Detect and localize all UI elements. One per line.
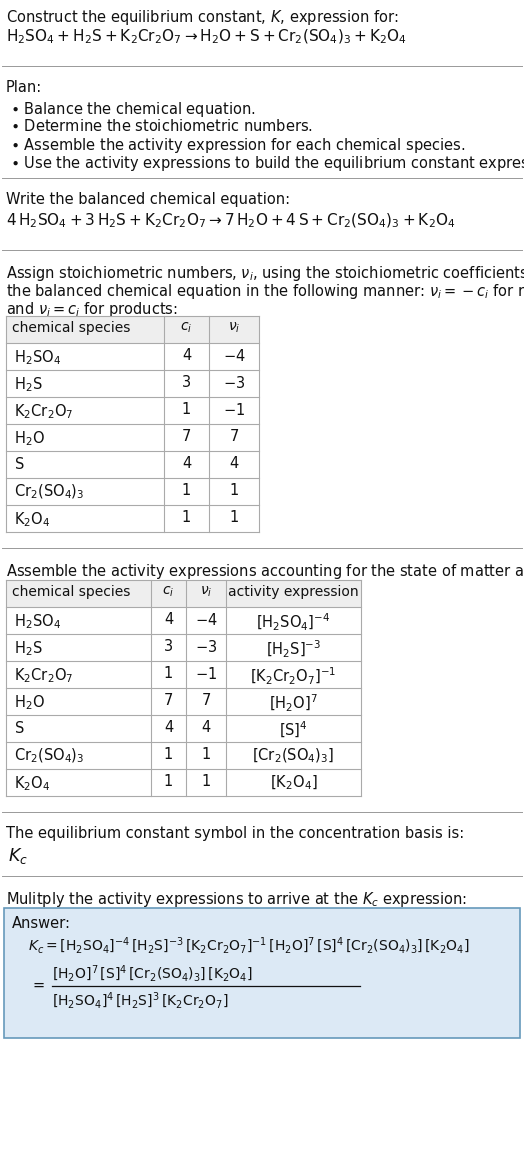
Text: 1: 1 <box>201 747 211 762</box>
Text: $[\mathrm{H_2SO_4}]^4\,[\mathrm{H_2S}]^3\,[\mathrm{K_2Cr_2O_7}]$: $[\mathrm{H_2SO_4}]^4\,[\mathrm{H_2S}]^3… <box>52 992 228 1011</box>
Text: 7: 7 <box>182 429 191 444</box>
Text: $[\mathrm{K_2O_4}]$: $[\mathrm{K_2O_4}]$ <box>270 774 318 793</box>
Text: 4: 4 <box>182 456 191 471</box>
Text: 1: 1 <box>230 510 238 525</box>
Bar <box>4 908 520 1038</box>
Text: $\mathrm{Cr_2(SO_4)_3}$: $\mathrm{Cr_2(SO_4)_3}$ <box>14 747 84 766</box>
Text: 3: 3 <box>164 639 173 654</box>
Text: $K_c = [\mathrm{H_2SO_4}]^{-4}\,[\mathrm{H_2S}]^{-3}\,[\mathrm{K_2Cr_2O_7}]^{-1}: $K_c = [\mathrm{H_2SO_4}]^{-4}\,[\mathrm… <box>28 936 470 957</box>
Text: 7: 7 <box>201 693 211 708</box>
Text: 4: 4 <box>201 720 211 735</box>
Text: $\nu_i$: $\nu_i$ <box>200 585 212 599</box>
Text: $-$4: $-$4 <box>223 348 245 364</box>
Text: 1: 1 <box>230 482 238 498</box>
Text: $\mathrm{K_2Cr_2O_7}$: $\mathrm{K_2Cr_2O_7}$ <box>14 401 73 421</box>
Text: $[\mathrm{H_2SO_4}]^{-4}$: $[\mathrm{H_2SO_4}]^{-4}$ <box>256 612 331 633</box>
Text: 4: 4 <box>164 720 173 735</box>
Text: $\bullet$ Assemble the activity expression for each chemical species.: $\bullet$ Assemble the activity expressi… <box>10 137 465 155</box>
Text: Write the balanced chemical equation:: Write the balanced chemical equation: <box>6 192 290 207</box>
Text: 7: 7 <box>230 429 239 444</box>
Text: 1: 1 <box>182 482 191 498</box>
Text: 1: 1 <box>201 774 211 789</box>
Text: $\mathrm{H_2SO_4}$: $\mathrm{H_2SO_4}$ <box>14 612 61 631</box>
Text: 4: 4 <box>230 456 238 471</box>
Text: 7: 7 <box>164 693 173 708</box>
Text: $-$1: $-$1 <box>223 401 245 418</box>
Text: $[\mathrm{Cr_2(SO_4)_3}]$: $[\mathrm{Cr_2(SO_4)_3}]$ <box>253 747 334 766</box>
Text: Construct the equilibrium constant, $K$, expression for:: Construct the equilibrium constant, $K$,… <box>6 8 399 27</box>
Text: $[\mathrm{H_2S}]^{-3}$: $[\mathrm{H_2S}]^{-3}$ <box>266 639 321 661</box>
Text: and $\nu_i = c_i$ for products:: and $\nu_i = c_i$ for products: <box>6 300 178 319</box>
Text: activity expression: activity expression <box>228 585 359 599</box>
Text: $\bullet$ Determine the stoichiometric numbers.: $\bullet$ Determine the stoichiometric n… <box>10 118 313 134</box>
Text: $\mathrm{H_2SO_4 + H_2S + K_2Cr_2O_7 \rightarrow H_2O + S + Cr_2(SO_4)_3 + K_2O_: $\mathrm{H_2SO_4 + H_2S + K_2Cr_2O_7 \ri… <box>6 28 407 46</box>
Text: $=$: $=$ <box>30 977 46 992</box>
Text: Assemble the activity expressions accounting for the state of matter and $\nu_i$: Assemble the activity expressions accoun… <box>6 562 524 581</box>
Text: chemical species: chemical species <box>12 320 130 336</box>
Text: $K_c$: $K_c$ <box>8 846 28 865</box>
Text: The equilibrium constant symbol in the concentration basis is:: The equilibrium constant symbol in the c… <box>6 826 464 841</box>
Text: 4: 4 <box>182 348 191 363</box>
Text: 1: 1 <box>182 510 191 525</box>
Text: $[\mathrm{K_2Cr_2O_7}]^{-1}$: $[\mathrm{K_2Cr_2O_7}]^{-1}$ <box>250 666 336 687</box>
Text: $\mathrm{H_2SO_4}$: $\mathrm{H_2SO_4}$ <box>14 348 61 367</box>
Text: chemical species: chemical species <box>12 585 130 599</box>
Text: $\mathrm{Cr_2(SO_4)_3}$: $\mathrm{Cr_2(SO_4)_3}$ <box>14 482 84 501</box>
Text: Answer:: Answer: <box>12 916 71 931</box>
Bar <box>6 580 361 796</box>
Text: $c_i$: $c_i$ <box>180 320 193 336</box>
Text: $\mathrm{H_2O}$: $\mathrm{H_2O}$ <box>14 693 45 712</box>
Text: $\mathrm{S}$: $\mathrm{S}$ <box>14 456 25 472</box>
Bar <box>6 316 259 532</box>
Text: the balanced chemical equation in the following manner: $\nu_i = -c_i$ for react: the balanced chemical equation in the fo… <box>6 282 524 301</box>
Text: $-$4: $-$4 <box>195 612 217 628</box>
Text: $[\mathrm{H_2O}]^7$: $[\mathrm{H_2O}]^7$ <box>269 693 318 714</box>
Text: $\bullet$ Use the activity expressions to build the equilibrium constant express: $\bullet$ Use the activity expressions t… <box>10 154 524 174</box>
Text: 1: 1 <box>164 774 173 789</box>
Bar <box>6 580 361 607</box>
Text: Mulitply the activity expressions to arrive at the $K_c$ expression:: Mulitply the activity expressions to arr… <box>6 890 467 909</box>
Text: Assign stoichiometric numbers, $\nu_i$, using the stoichiometric coefficients, $: Assign stoichiometric numbers, $\nu_i$, … <box>6 264 524 283</box>
Text: 3: 3 <box>182 375 191 390</box>
Text: $[\mathrm{H_2O}]^7\,[\mathrm{S}]^4\,[\mathrm{Cr_2(SO_4)_3}]\,[\mathrm{K_2O_4}]$: $[\mathrm{H_2O}]^7\,[\mathrm{S}]^4\,[\ma… <box>52 964 253 985</box>
Text: $[\mathrm{S}]^4$: $[\mathrm{S}]^4$ <box>279 720 308 740</box>
Text: $\mathrm{4\,H_2SO_4 + 3\,H_2S + K_2Cr_2O_7 \rightarrow 7\,H_2O + 4\,S + Cr_2(SO_: $\mathrm{4\,H_2SO_4 + 3\,H_2S + K_2Cr_2O… <box>6 212 455 230</box>
Text: $\mathrm{K_2O_4}$: $\mathrm{K_2O_4}$ <box>14 774 50 793</box>
Text: $\mathrm{S}$: $\mathrm{S}$ <box>14 720 25 736</box>
Text: $\mathrm{H_2S}$: $\mathrm{H_2S}$ <box>14 375 42 393</box>
Text: $-$3: $-$3 <box>195 639 217 655</box>
Text: Plan:: Plan: <box>6 80 42 95</box>
Text: 1: 1 <box>164 747 173 762</box>
Text: $\bullet$ Balance the chemical equation.: $\bullet$ Balance the chemical equation. <box>10 100 255 119</box>
Text: $-$1: $-$1 <box>195 666 217 681</box>
Text: $\mathrm{H_2S}$: $\mathrm{H_2S}$ <box>14 639 42 657</box>
Text: $\mathrm{H_2O}$: $\mathrm{H_2O}$ <box>14 429 45 448</box>
Text: $\nu_i$: $\nu_i$ <box>228 320 240 336</box>
Text: 4: 4 <box>164 612 173 627</box>
Text: $c_i$: $c_i$ <box>162 585 174 599</box>
Text: 1: 1 <box>164 666 173 681</box>
Text: $-$3: $-$3 <box>223 375 245 391</box>
Bar <box>6 316 259 342</box>
Text: $\mathrm{K_2Cr_2O_7}$: $\mathrm{K_2Cr_2O_7}$ <box>14 666 73 685</box>
Text: $\mathrm{K_2O_4}$: $\mathrm{K_2O_4}$ <box>14 510 50 529</box>
Text: 1: 1 <box>182 401 191 417</box>
